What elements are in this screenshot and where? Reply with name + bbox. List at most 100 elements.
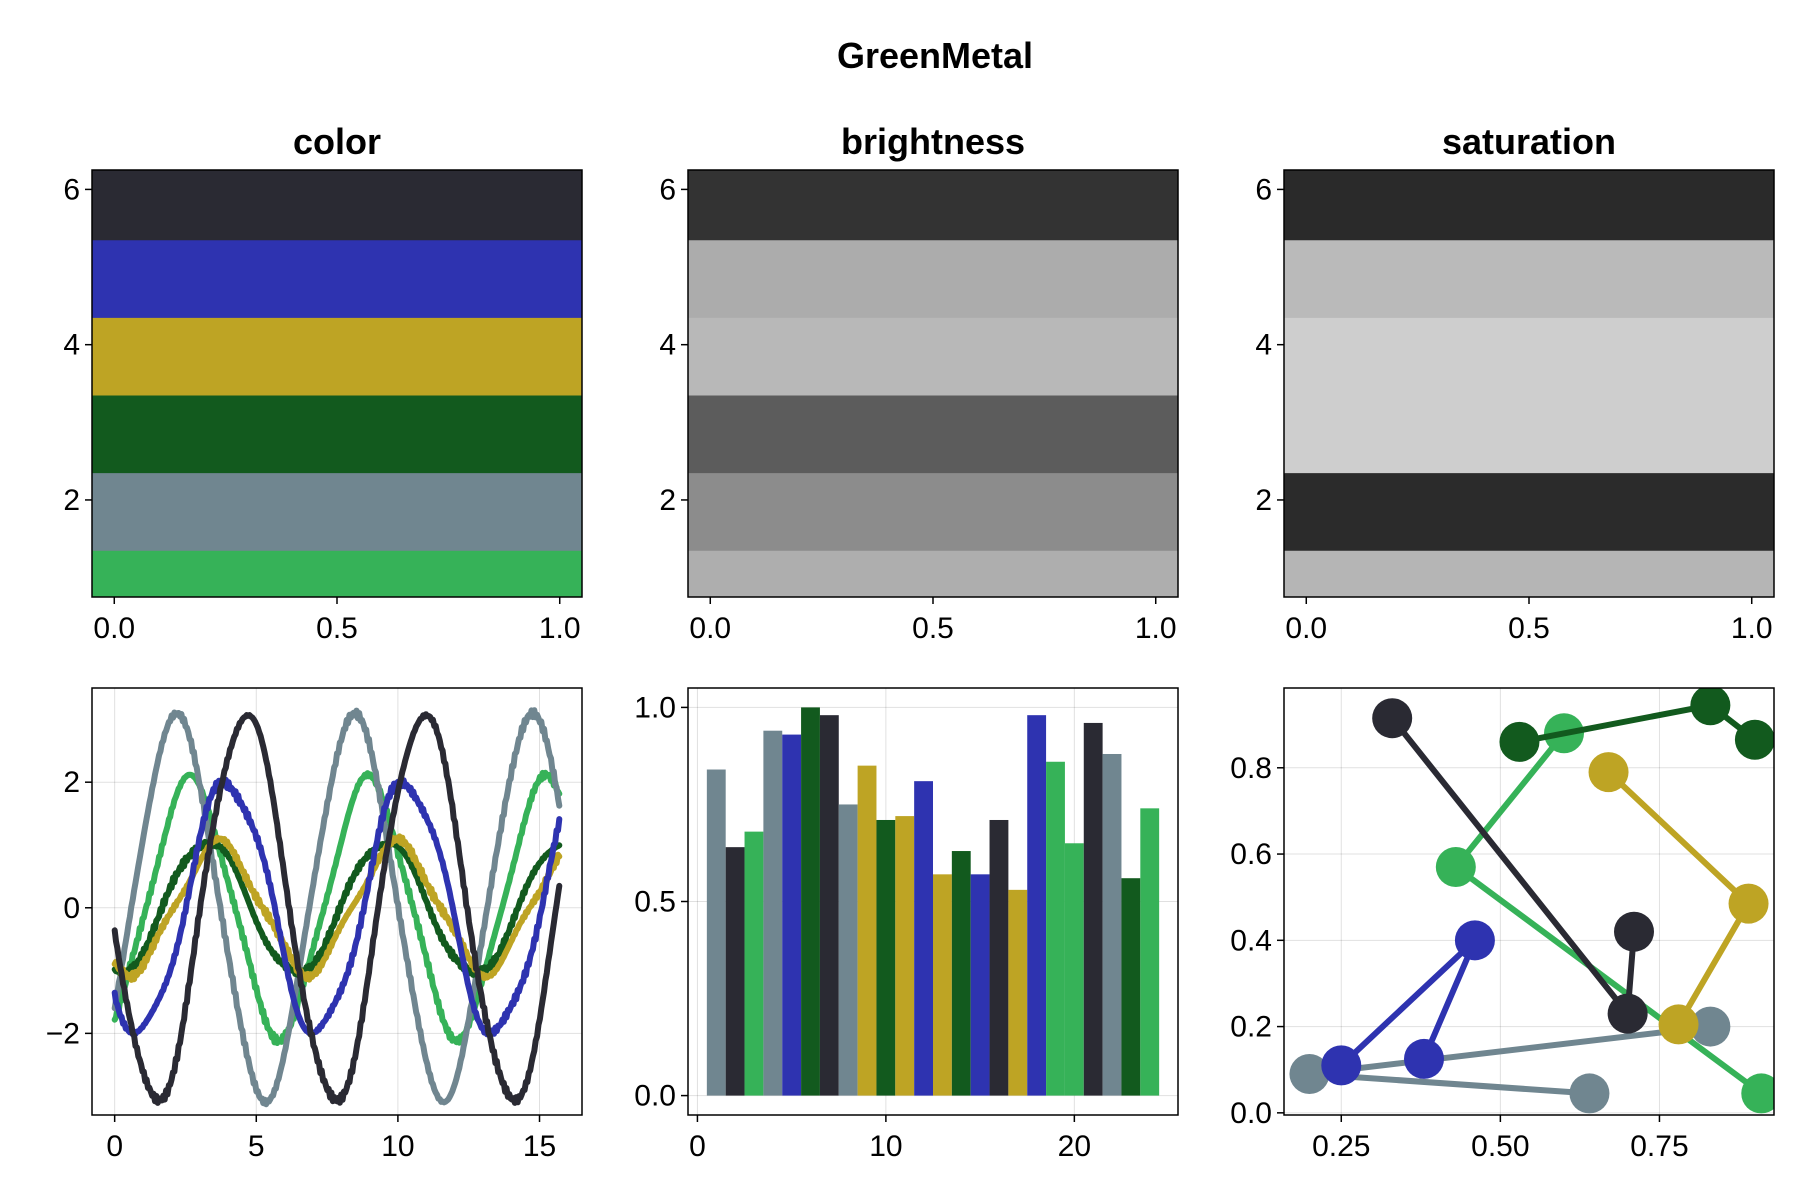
y-tick-label: 4: [1255, 329, 1272, 362]
scatter-point: [1569, 1073, 1610, 1114]
color-band: [688, 383, 1178, 474]
bar: [1046, 761, 1065, 1096]
y-tick-label: 6: [659, 173, 676, 206]
x-tick-label: 0: [106, 1130, 123, 1163]
color-band: [688, 170, 1178, 241]
panel-title: saturation: [1442, 121, 1616, 162]
axes-frame: [1283, 687, 1775, 1116]
x-tick-label: 10: [381, 1130, 414, 1163]
bar-layer: [706, 707, 1160, 1096]
bar: [933, 874, 952, 1096]
bar: [1064, 843, 1084, 1096]
x-tick-label: 1.0: [539, 612, 581, 645]
scatter-point: [1499, 721, 1540, 762]
panel-brightness: brightness 0.0 0.5 1.0 2 4 6: [659, 121, 1179, 645]
y-tick-label: 0.2: [1230, 1011, 1272, 1044]
color-band: [688, 305, 1178, 396]
scatter-point: [1435, 846, 1476, 887]
bar: [1027, 715, 1047, 1096]
color-band: [1284, 461, 1774, 551]
panel-saturation: saturation 0.0 0.5 1.0 2 4 6: [1255, 121, 1775, 645]
scatter-point: [1728, 883, 1769, 924]
scatter-point: [1607, 993, 1648, 1034]
color-band: [92, 383, 582, 474]
bar: [763, 730, 783, 1096]
bar: [857, 765, 877, 1096]
band-layer: [688, 170, 1178, 597]
line-series-2: [111, 707, 563, 1108]
x-tick-label: 0.50: [1471, 1130, 1529, 1163]
x-tick-label: 0.0: [689, 612, 731, 645]
x-tick-label: 0.5: [1508, 612, 1550, 645]
y-tick-label: −2: [46, 1017, 80, 1050]
bar: [895, 816, 915, 1096]
scatter-point: [1690, 688, 1731, 726]
scatter-point: [1454, 920, 1495, 961]
band-layer: [1284, 170, 1774, 597]
x-tick-label: 0.0: [1285, 612, 1327, 645]
y-tick-label: 4: [659, 329, 676, 362]
x-tick-label: 1.0: [1135, 612, 1177, 645]
color-band: [688, 461, 1178, 551]
y-tick-label: 0: [63, 892, 80, 925]
y-tick-label: 2: [63, 766, 80, 799]
line-layer: [111, 707, 563, 1108]
color-band: [92, 538, 582, 597]
x-tick-label: 5: [248, 1130, 265, 1163]
color-band: [1284, 170, 1774, 241]
line-series-3: [111, 838, 563, 978]
scatter-point: [1614, 911, 1654, 952]
color-band: [1284, 538, 1774, 597]
scatter-point: [1734, 719, 1774, 760]
color-band: [688, 228, 1178, 318]
bar: [1102, 753, 1122, 1096]
band-layer: [92, 170, 582, 597]
bar: [801, 707, 820, 1096]
x-tick-label: 0.0: [93, 612, 135, 645]
y-tick-label: 2: [63, 484, 80, 517]
scatter-point: [1690, 1006, 1731, 1047]
x-tick-label: 0.5: [912, 612, 954, 645]
scatter-line-5: [1339, 937, 1478, 1068]
color-band: [92, 170, 582, 241]
x-tick-label: 15: [523, 1130, 556, 1163]
y-tick-label: 0.5: [634, 886, 676, 919]
line-series-6: [111, 711, 563, 1106]
panel-title: brightness: [841, 121, 1025, 162]
y-tick-label: 0.8: [1230, 752, 1272, 785]
y-tick-label: 6: [1255, 173, 1272, 206]
bar: [706, 769, 726, 1096]
scatter-point: [1588, 752, 1629, 793]
y-tick-label: 6: [63, 173, 80, 206]
figure-title: GreenMetal: [837, 35, 1033, 76]
panel-scatter: 0.25 0.50 0.75 0.0 0.2 0.4 0.6 0.8: [1230, 687, 1775, 1163]
bar: [989, 819, 1009, 1096]
y-tick-label: 2: [659, 484, 676, 517]
scatter-point: [1741, 1073, 1774, 1114]
y-tick-label: 1.0: [634, 691, 676, 724]
bar: [951, 851, 971, 1096]
bar: [1121, 878, 1141, 1096]
x-tick-label: 0: [689, 1130, 706, 1163]
x-tick-label: 0.75: [1630, 1130, 1688, 1163]
x-tick-label: 0.5: [316, 612, 358, 645]
bar: [782, 734, 802, 1096]
axes-frame: [91, 687, 583, 1116]
y-tick-label: 2: [1255, 484, 1272, 517]
bar: [970, 874, 990, 1096]
scatter-point: [1321, 1045, 1362, 1086]
color-band: [1284, 383, 1774, 474]
color-band: [92, 305, 582, 396]
scatter-point: [1289, 1054, 1330, 1095]
panel-color: color 0.0 0.5 1.0 2 4 6: [63, 121, 583, 645]
scatter-point: [1404, 1038, 1444, 1079]
bar: [1008, 889, 1028, 1096]
bar: [725, 847, 745, 1096]
scatter-layer: [1289, 688, 1774, 1114]
y-tick-label: 0.0: [1230, 1097, 1272, 1130]
bar: [819, 715, 839, 1096]
bar: [1083, 722, 1103, 1096]
